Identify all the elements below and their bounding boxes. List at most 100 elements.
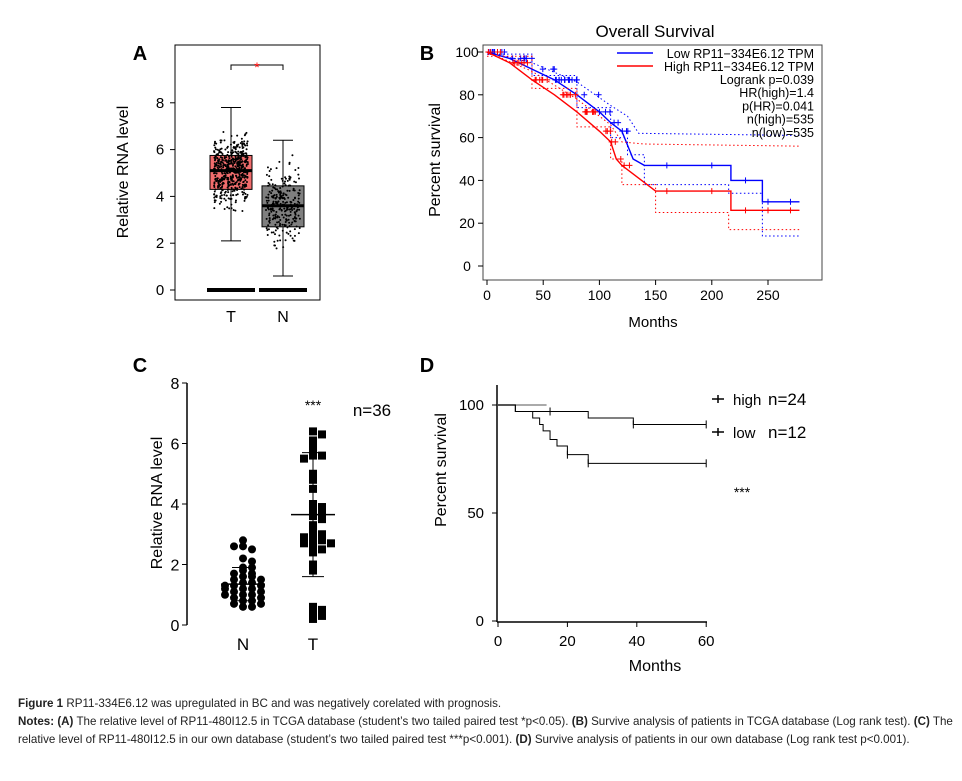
data-point [228,207,231,210]
censor-mark [607,128,614,135]
data-point [276,188,279,191]
data-point [297,173,300,176]
data-point [217,164,220,167]
data-point [279,222,282,225]
data-point [272,217,275,220]
data-point [309,442,317,451]
y-tick-label: 8 [156,95,164,112]
data-point [267,184,270,187]
data-point [248,557,256,566]
y-tick-label: 50 [467,505,484,522]
data-point [219,151,222,154]
data-point [291,237,294,240]
data-point [278,224,281,227]
x-tick-label: 250 [756,287,780,303]
data-point [221,172,224,175]
data-point [241,193,244,196]
data-point [230,575,238,584]
data-point [293,211,296,214]
data-point [296,206,299,209]
data-point [283,203,286,206]
data-point [230,542,238,551]
data-point [284,204,287,207]
x-tick-label: 150 [644,287,668,303]
data-point [242,171,245,174]
data-point [275,167,278,170]
y-tick-label: 8 [171,376,180,393]
data-point [238,182,241,185]
data-point [286,226,289,229]
x-tick-label: N [277,309,289,326]
data-point [278,208,281,211]
data-point [294,181,297,184]
data-point [291,208,294,211]
data-point [214,157,217,160]
y-tick-label: 100 [459,397,484,414]
data-point [230,178,233,181]
data-point [281,197,284,200]
data-point [298,189,301,192]
data-point [287,214,290,217]
data-point [274,184,277,187]
data-point [279,190,282,193]
data-point [289,176,292,179]
data-point [279,192,282,195]
data-point [221,185,224,188]
data-point [277,221,280,224]
data-point [243,143,246,146]
data-point [233,142,236,145]
stat-label: Logrank p=0.039 [720,73,814,87]
data-point [215,148,218,151]
data-point [218,149,221,152]
x-tick-label: N [237,635,249,654]
panel-label-c: C [133,355,147,377]
data-point [236,134,239,137]
plot-frame-b [482,44,823,281]
data-point [230,593,238,602]
data-point [246,140,249,143]
data-point [231,149,234,152]
data-point [231,169,234,172]
data-point [232,183,235,186]
y-tick-label: 6 [171,437,180,454]
data-point [309,614,317,623]
data-point [272,214,275,217]
stat-label: HR(high)=1.4 [739,86,814,100]
data-point [268,212,271,215]
data-point [213,162,216,165]
data-point [268,214,271,217]
data-point [293,189,296,192]
data-point [224,148,227,151]
data-point [271,207,274,210]
data-point [286,206,289,209]
y-tick-label: 0 [476,613,484,630]
data-point [234,186,237,189]
stat-label: n(low)=535 [752,126,814,140]
data-point [217,186,220,189]
data-point [265,196,268,199]
data-point [275,193,278,196]
data-point [218,151,221,154]
data-point [291,221,294,224]
data-point [284,177,287,180]
data-point [230,569,238,578]
data-point [224,172,227,175]
data-point [219,178,222,181]
data-point [230,134,233,137]
data-point [223,139,226,142]
data-point [240,155,243,158]
y-tick-label: 40 [459,172,475,188]
data-point [220,200,223,203]
censor-mark [514,59,521,66]
data-point [240,150,243,153]
data-point [234,157,237,160]
data-point [229,175,232,178]
chart-title: Overall Survival [595,22,714,41]
data-point [237,153,240,156]
data-point [234,150,237,153]
data-point [244,171,247,174]
data-point [272,200,275,203]
data-point [281,185,284,188]
data-point [214,199,217,202]
data-point [266,234,269,237]
